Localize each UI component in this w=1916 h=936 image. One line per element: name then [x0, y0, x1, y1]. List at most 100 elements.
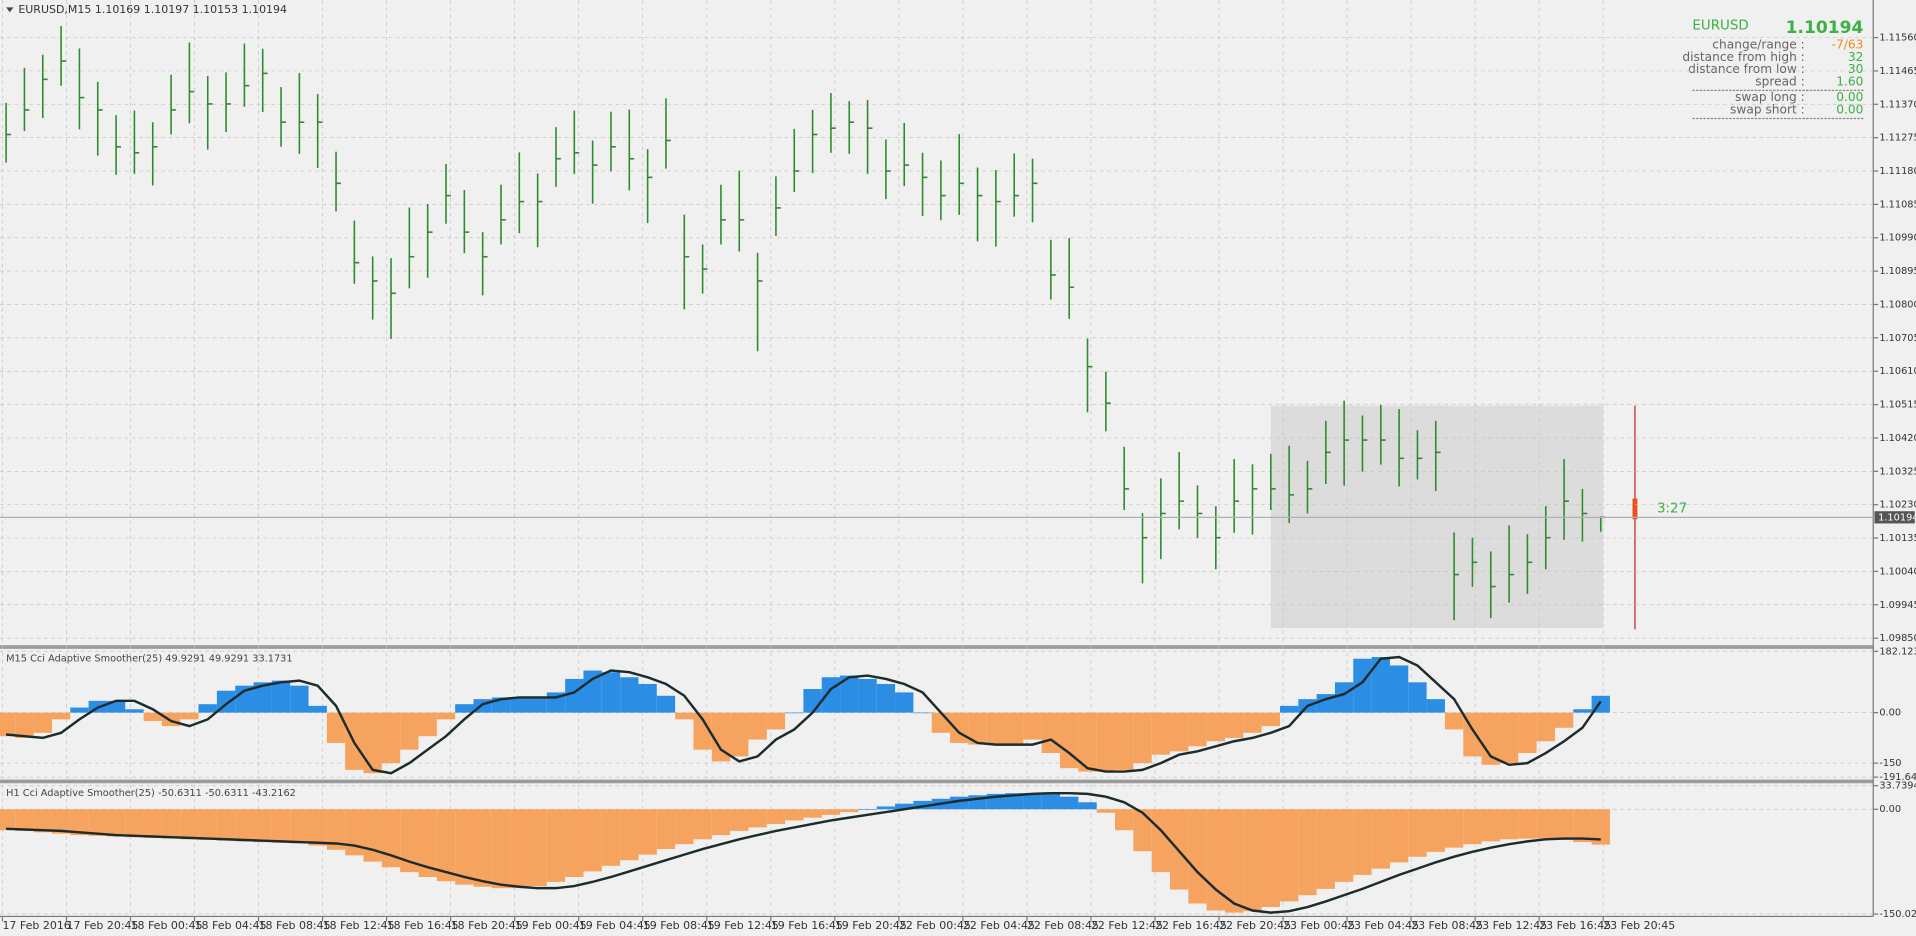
histogram-bar [711, 809, 731, 836]
info-label: distance from low : [1688, 62, 1805, 76]
y-tick-label: 0.00 [1879, 804, 1901, 815]
x-tick-label: 18 Feb 20:45 [451, 919, 523, 932]
histogram-bar [1408, 809, 1427, 857]
histogram-bar [253, 809, 272, 843]
histogram-bar [528, 809, 547, 887]
menu-arrow[interactable] [6, 7, 14, 13]
histogram-bar [1188, 809, 1207, 904]
histogram-bar [1133, 809, 1152, 852]
signal-line [5, 655, 1602, 775]
y-tick-label: 1.11465 [1879, 66, 1916, 77]
histogram-bar [455, 704, 474, 713]
x-tick-label: 22 Feb 08:45 [1027, 919, 1099, 932]
histogram-bar [1224, 712, 1244, 738]
histogram-bar [363, 712, 382, 774]
y-tick-label: 33.7394 [1879, 781, 1916, 792]
histogram-bar [1243, 712, 1262, 733]
histogram-bar [473, 809, 492, 887]
histogram-bar [33, 712, 52, 733]
info-label: distance from high : [1682, 50, 1804, 64]
histogram-bar [1554, 809, 1574, 840]
x-tick-label: 18 Feb 04:45 [195, 919, 267, 932]
x-tick-label: 18 Feb 08:45 [259, 919, 331, 932]
histogram-bar [1371, 657, 1390, 713]
histogram-bar [1389, 809, 1409, 863]
histogram-bar [400, 809, 419, 873]
histogram-bar [748, 809, 767, 828]
histogram-bar [1078, 802, 1097, 810]
histogram-bar [1536, 809, 1555, 839]
histogram-bar [418, 712, 437, 737]
y-tick-label: 1.11370 [1879, 99, 1916, 110]
y-tick-label: 1.10515 [1879, 400, 1916, 411]
histogram-bar [840, 809, 859, 813]
histogram-bar [693, 712, 712, 750]
histogram-bar [1518, 712, 1537, 754]
histogram-bar [345, 809, 364, 856]
histogram-bar [986, 712, 1006, 745]
panel-separator [0, 779, 1874, 784]
histogram-bar [876, 683, 896, 713]
histogram-bar [418, 809, 437, 877]
histogram-bar [1499, 809, 1519, 840]
histogram-bar [1591, 809, 1610, 845]
histogram-bar [675, 712, 694, 720]
y-tick-label: -150 [1879, 758, 1901, 769]
histogram-bar [0, 712, 16, 737]
histogram-bar [565, 678, 584, 713]
histogram-bar [711, 712, 731, 762]
histogram-bar [1005, 712, 1024, 745]
x-tick-label: 22 Feb 04:45 [963, 919, 1035, 932]
histogram-bar [876, 806, 896, 810]
x-tick-label: 17 Feb 2016 [2, 919, 70, 932]
histogram-bar [1334, 682, 1354, 713]
histogram-bar [656, 809, 676, 850]
x-tick-label: 19 Feb 04:45 [579, 919, 651, 932]
y-tick-label: 1.10325 [1879, 466, 1916, 477]
y-tick-label: 1.10990 [1879, 233, 1916, 244]
indicator-title: M15 Cci Adaptive Smoother(25) 49.9291 49… [6, 654, 293, 665]
histogram-bar [1573, 809, 1592, 843]
histogram-bar [491, 809, 511, 889]
symbol-header: EURUSD,M15 1.10169 1.10197 1.10153 1.101… [18, 3, 287, 16]
histogram-bar [326, 809, 346, 850]
y-tick-label: 1.11275 [1879, 133, 1916, 144]
info-value: -7/63 [1832, 38, 1864, 52]
histogram-bar [510, 809, 529, 889]
histogram-bar [1151, 809, 1171, 873]
y-tick-label: 1.10800 [1879, 299, 1916, 310]
histogram-bar [1426, 699, 1445, 713]
histogram-bar [271, 809, 291, 843]
x-tick-label: 23 Feb 12:45 [1475, 919, 1547, 932]
histogram-bar [1334, 809, 1354, 882]
x-tick-label: 22 Feb 12:45 [1091, 919, 1163, 932]
info-value: 1.60 [1836, 74, 1863, 88]
histogram-bar [1353, 658, 1372, 713]
histogram-bar [821, 809, 841, 815]
countdown: 3:27 [1657, 501, 1687, 516]
histogram-bar [1554, 712, 1574, 728]
histogram-bar [51, 809, 71, 834]
x-tick-label: 23 Feb 08:45 [1411, 919, 1483, 932]
histogram-bar [950, 712, 969, 743]
histogram-bar [1279, 809, 1299, 902]
histogram-bar [198, 704, 217, 713]
histogram-bar [1279, 705, 1299, 713]
y-tick-label: 1.11180 [1879, 166, 1916, 177]
histogram-bar [106, 700, 126, 713]
y-tick-label: 1.10135 [1879, 533, 1916, 544]
histogram-bar [1298, 809, 1317, 896]
x-tick-label: 22 Feb 20:45 [1219, 919, 1291, 932]
last-price-box [1874, 511, 1915, 524]
histogram-bar [326, 712, 346, 743]
y-tick-label: -191.6448 [1879, 772, 1916, 783]
x-tick-label: 19 Feb 12:45 [707, 919, 779, 932]
histogram-bar [143, 712, 162, 722]
histogram-bar [290, 809, 309, 844]
histogram-bar [70, 707, 89, 713]
histogram-bar [1060, 796, 1079, 810]
info-label: swap long : [1735, 90, 1805, 104]
histogram-bar [1316, 809, 1335, 889]
histogram-bar [1115, 809, 1134, 831]
